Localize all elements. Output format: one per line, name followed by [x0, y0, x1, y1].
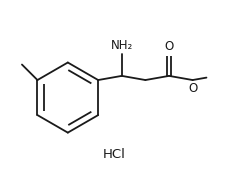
Text: O: O	[164, 40, 174, 53]
Text: O: O	[188, 82, 197, 95]
Text: HCl: HCl	[102, 148, 125, 161]
Text: NH₂: NH₂	[111, 39, 133, 52]
